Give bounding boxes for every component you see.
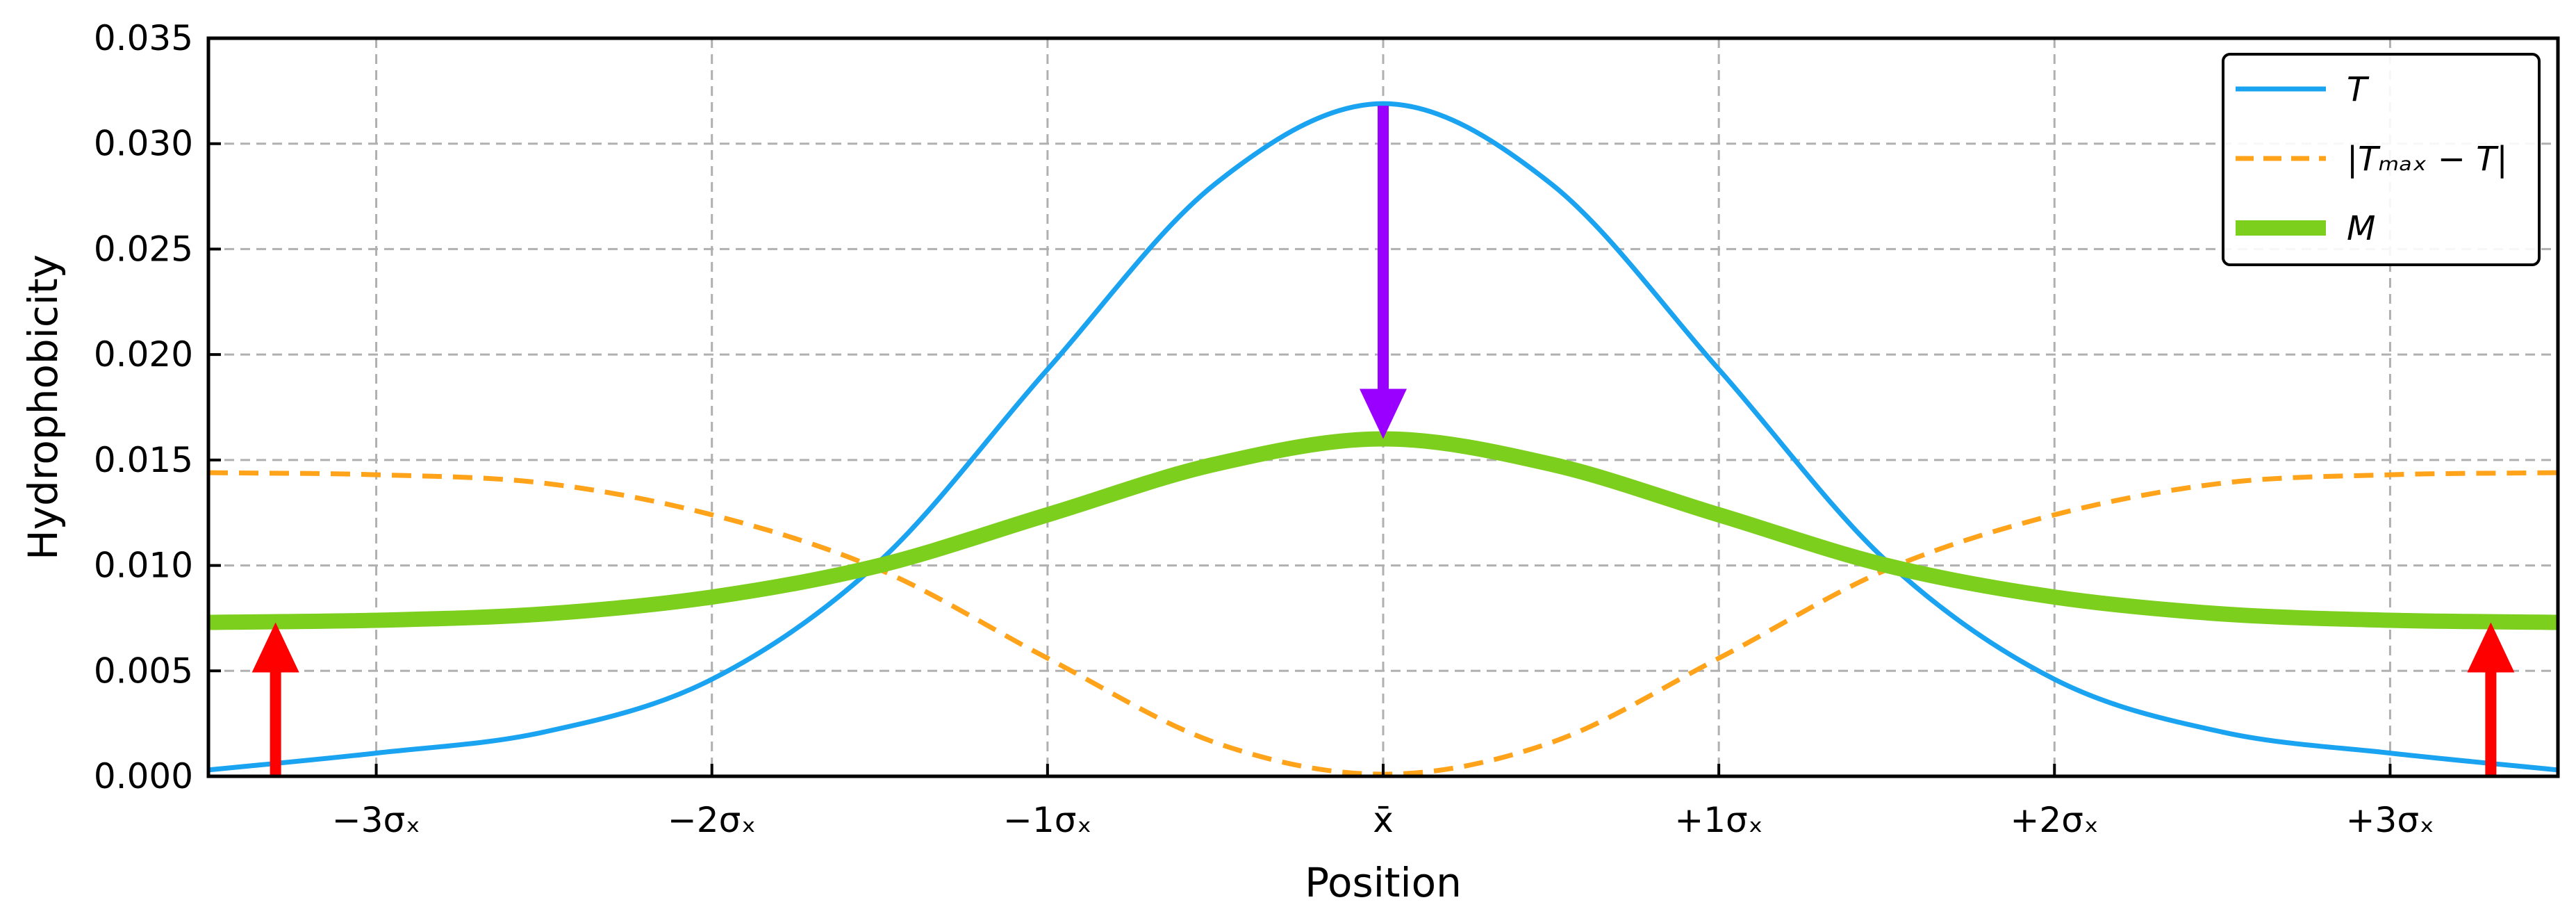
annotation-arrow-1	[251, 622, 299, 776]
annotation-arrows	[251, 106, 2515, 776]
annotation-arrow-0	[1360, 106, 1407, 439]
x-tick-label: −3σₓ	[332, 800, 421, 840]
y-tick-label: 0.030	[94, 124, 193, 164]
legend-label-2: M	[2347, 209, 2375, 248]
legend: T |Tₘₐₓ − T| M	[2222, 53, 2541, 266]
x-tick-label: −2σₓ	[668, 800, 757, 840]
x-tick-label: +2σₓ	[2010, 800, 2099, 840]
legend-label-1: |Tₘₐₓ − T|	[2347, 140, 2508, 179]
x-axis-title: Position	[1305, 859, 1462, 906]
x-tick-label: −1σₓ	[1003, 800, 1092, 840]
x-tick-label: +1σₓ	[1674, 800, 1763, 840]
x-tick-label: x̄	[1373, 800, 1394, 840]
series-line-0	[208, 101, 2559, 773]
y-tick-label: 0.020	[94, 334, 193, 375]
legend-label-0: T	[2347, 70, 2370, 109]
y-tick-label: 0.025	[94, 229, 193, 269]
legend-box	[2222, 53, 2541, 266]
y-tick-label: 0.000	[94, 756, 193, 796]
y-tick-label: 0.015	[94, 440, 193, 480]
x-tick-label: +3σₓ	[2346, 800, 2435, 840]
y-tick-label: 0.035	[94, 18, 193, 58]
y-tick-label: 0.005	[94, 651, 193, 691]
axis-ticks: −3σₓ −2σₓ −1σₓ x̄ +1σₓ +2σₓ +3σₓ 0.000 0.005 0.01…	[94, 18, 2434, 840]
y-axis-title: Hydrophobicity	[19, 254, 67, 560]
series-line-2	[208, 431, 2559, 630]
annotation-arrow-2	[2467, 622, 2515, 776]
y-tick-label: 0.010	[94, 546, 193, 586]
